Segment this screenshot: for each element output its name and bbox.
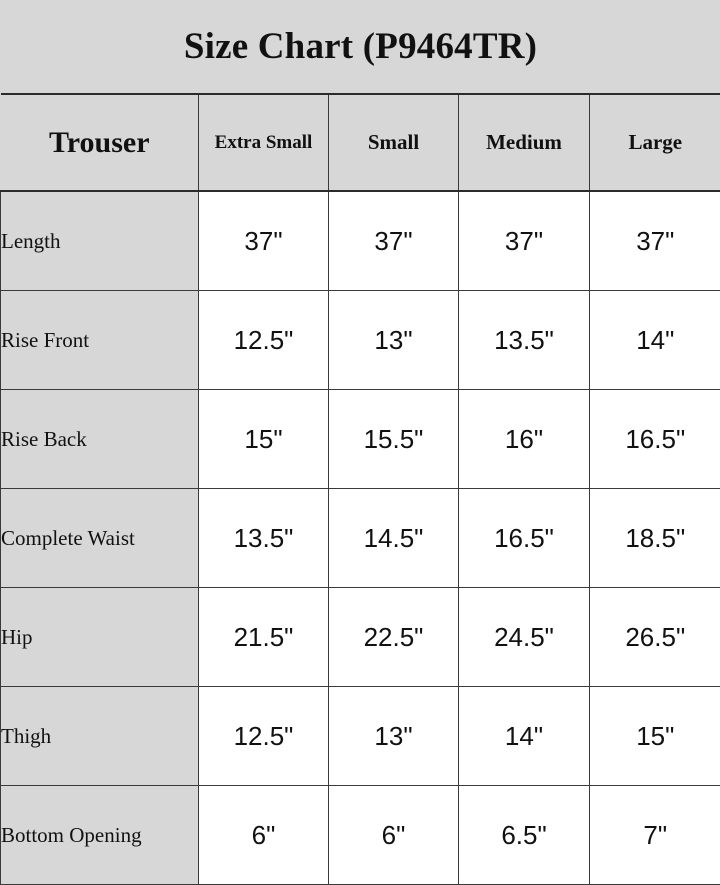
row-header-length: Length [1, 191, 199, 291]
row-header-hip: Hip [1, 588, 199, 687]
cell-hip-medium: 24.5" [459, 588, 590, 687]
cell-length-medium: 37" [459, 191, 590, 291]
cell-value: 12.5" [234, 325, 294, 355]
cell-rise-back-small: 15.5" [329, 390, 459, 489]
cell-value: 14" [636, 325, 674, 355]
row-header-label: Rise Back [1, 427, 87, 451]
cell-length-extra-small: 37" [199, 191, 329, 291]
corner-header-cell: Trouser [1, 94, 199, 191]
cell-value: 15.5" [364, 424, 424, 454]
cell-value: 14.5" [364, 523, 424, 553]
cell-rise-front-extra-small: 12.5" [199, 291, 329, 390]
column-header-label: Extra Small [215, 132, 313, 153]
table-row: Complete Waist 13.5" 14.5" 16.5" 18.5" [1, 489, 720, 588]
chart-title-row: Size Chart (P9464TR) [1, 0, 720, 94]
cell-complete-waist-medium: 16.5" [459, 489, 590, 588]
cell-length-large: 37" [590, 191, 720, 291]
cell-rise-back-medium: 16" [459, 390, 590, 489]
cell-value: 18.5" [625, 523, 685, 553]
cell-value: 37" [244, 226, 282, 256]
cell-value: 12.5" [234, 721, 294, 751]
table-row: Hip 21.5" 22.5" 24.5" 26.5" [1, 588, 720, 687]
cell-hip-large: 26.5" [590, 588, 720, 687]
cell-hip-extra-small: 21.5" [199, 588, 329, 687]
table-row: Rise Front 12.5" 13" 13.5" 14" [1, 291, 720, 390]
column-header-large: Large [590, 94, 720, 191]
row-header-label: Thigh [1, 724, 51, 748]
table-row: Thigh 12.5" 13" 14" 15" [1, 687, 720, 786]
cell-value: 7" [643, 820, 667, 850]
cell-value: 26.5" [625, 622, 685, 652]
cell-thigh-extra-small: 12.5" [199, 687, 329, 786]
corner-header-label: Trouser [49, 126, 150, 159]
cell-length-small: 37" [329, 191, 459, 291]
cell-complete-waist-small: 14.5" [329, 489, 459, 588]
cell-value: 16" [505, 424, 543, 454]
cell-value: 15" [244, 424, 282, 454]
cell-value: 13.5" [234, 523, 294, 553]
cell-thigh-medium: 14" [459, 687, 590, 786]
column-header-row: Trouser Extra Small Small Medium Large [1, 94, 720, 191]
cell-complete-waist-extra-small: 13.5" [199, 489, 329, 588]
cell-thigh-large: 15" [590, 687, 720, 786]
cell-value: 24.5" [494, 622, 554, 652]
row-header-label: Length [1, 229, 60, 253]
cell-value: 21.5" [234, 622, 294, 652]
cell-value: 6" [252, 820, 276, 850]
cell-thigh-small: 13" [329, 687, 459, 786]
cell-rise-front-medium: 13.5" [459, 291, 590, 390]
row-header-rise-back: Rise Back [1, 390, 199, 489]
cell-rise-back-large: 16.5" [590, 390, 720, 489]
row-header-thigh: Thigh [1, 687, 199, 786]
column-header-label: Medium [486, 130, 562, 154]
cell-rise-back-extra-small: 15" [199, 390, 329, 489]
row-header-label: Complete Waist [1, 526, 135, 550]
cell-value: 15" [636, 721, 674, 751]
cell-value: 16.5" [494, 523, 554, 553]
row-header-label: Rise Front [1, 328, 89, 352]
column-header-small: Small [329, 94, 459, 191]
column-header-medium: Medium [459, 94, 590, 191]
page-title: Size Chart (P9464TR) [184, 26, 537, 67]
cell-value: 37" [374, 226, 412, 256]
cell-rise-front-large: 14" [590, 291, 720, 390]
row-header-complete-waist: Complete Waist [1, 489, 199, 588]
column-header-label: Small [368, 130, 419, 154]
chart-title-cell: Size Chart (P9464TR) [1, 0, 720, 94]
row-header-rise-front: Rise Front [1, 291, 199, 390]
cell-value: 37" [505, 226, 543, 256]
cell-value: 13" [374, 721, 412, 751]
cell-complete-waist-large: 18.5" [590, 489, 720, 588]
column-header-extra-small: Extra Small [199, 94, 329, 191]
cell-value: 37" [636, 226, 674, 256]
column-header-label: Large [628, 130, 682, 154]
row-header-label: Bottom Opening [1, 823, 142, 847]
cell-value: 13" [374, 325, 412, 355]
cell-value: 16.5" [625, 424, 685, 454]
cell-value: 14" [505, 721, 543, 751]
cell-value: 22.5" [364, 622, 424, 652]
row-header-label: Hip [1, 625, 33, 649]
table-row: Length 37" 37" 37" 37" [1, 191, 720, 291]
cell-value: 6" [382, 820, 406, 850]
cell-hip-small: 22.5" [329, 588, 459, 687]
cell-value: 13.5" [494, 325, 554, 355]
cell-value: 6.5" [501, 820, 546, 850]
table-row: Rise Back 15" 15.5" 16" 16.5" [1, 390, 720, 489]
cell-rise-front-small: 13" [329, 291, 459, 390]
